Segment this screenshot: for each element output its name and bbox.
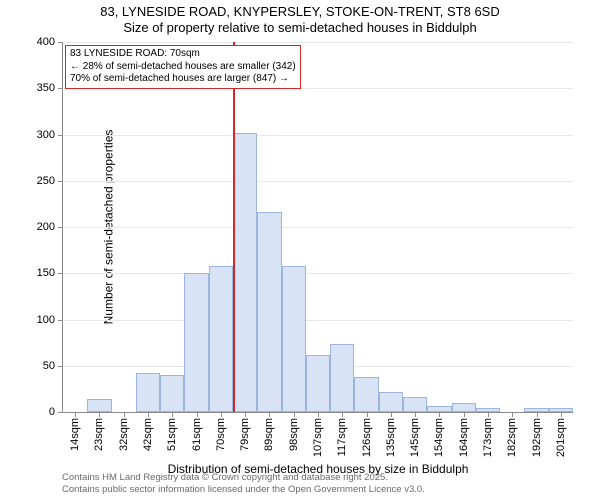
chart-title: 83, LYNESIDE ROAD, KNYPERSLEY, STOKE-ON-… (0, 0, 600, 37)
x-tick-label: 42sqm (142, 418, 154, 451)
x-tick-label: 154sqm (433, 418, 445, 457)
x-tick-label: 98sqm (288, 418, 300, 451)
x-tick (172, 412, 173, 417)
x-tick-label: 173sqm (482, 418, 494, 457)
x-tick-label: 79sqm (239, 418, 251, 451)
y-tick-label: 400 (37, 36, 63, 48)
histogram-bar (257, 212, 281, 412)
x-tick-label: 201sqm (555, 418, 567, 457)
x-tick (488, 412, 489, 417)
y-tick-label: 350 (37, 82, 63, 94)
x-tick (294, 412, 295, 417)
x-tick-label: 51sqm (166, 418, 178, 451)
footer-line-1: Contains HM Land Registry data © Crown c… (62, 472, 425, 484)
histogram-bar (452, 403, 476, 412)
histogram-bar (160, 375, 184, 412)
x-tick-label: 126sqm (361, 418, 373, 457)
y-tick-label: 150 (37, 267, 63, 279)
histogram-bar (403, 397, 427, 412)
x-tick (75, 412, 76, 417)
x-tick (124, 412, 125, 417)
callout-line-3: 70% of semi-detached houses are larger (… (70, 73, 296, 86)
y-tick-label: 0 (49, 406, 63, 418)
x-tick (221, 412, 222, 417)
y-tick-label: 50 (43, 360, 63, 372)
x-tick-label: 107sqm (312, 418, 324, 457)
x-tick-label: 61sqm (191, 418, 203, 451)
histogram-bar (379, 392, 403, 412)
x-tick (148, 412, 149, 417)
x-tick-label: 182sqm (506, 418, 518, 457)
x-tick (537, 412, 538, 417)
x-tick-label: 89sqm (263, 418, 275, 451)
footer: Contains HM Land Registry data © Crown c… (62, 472, 425, 496)
histogram-bar (209, 266, 233, 412)
histogram-bar (136, 373, 160, 412)
y-tick-label: 250 (37, 175, 63, 187)
gridline-h (63, 135, 573, 136)
x-tick-label: 14sqm (69, 418, 81, 451)
marker-line (233, 42, 235, 412)
x-tick (439, 412, 440, 417)
gridline-h (63, 42, 573, 43)
gridline-h (63, 227, 573, 228)
x-tick (269, 412, 270, 417)
x-tick (464, 412, 465, 417)
title-line-1: 83, LYNESIDE ROAD, KNYPERSLEY, STOKE-ON-… (0, 4, 600, 20)
gridline-h (63, 320, 573, 321)
x-tick (318, 412, 319, 417)
footer-line-2: Contains public sector information licen… (62, 484, 425, 496)
x-tick (561, 412, 562, 417)
y-tick-label: 200 (37, 221, 63, 233)
histogram-bar (184, 273, 208, 412)
x-tick-label: 23sqm (93, 418, 105, 451)
histogram-bar (330, 344, 354, 412)
x-tick (342, 412, 343, 417)
callout-line-1: 83 LYNESIDE ROAD: 70sqm (70, 48, 296, 61)
x-tick (197, 412, 198, 417)
plot-area: Number of semi-detached properties Distr… (62, 42, 573, 413)
gridline-h (63, 273, 573, 274)
chart-container: 83, LYNESIDE ROAD, KNYPERSLEY, STOKE-ON-… (0, 0, 600, 500)
title-line-2: Size of property relative to semi-detach… (0, 20, 600, 36)
marker-callout: 83 LYNESIDE ROAD: 70sqm ← 28% of semi-de… (65, 45, 301, 89)
x-tick-label: 192sqm (531, 418, 543, 457)
x-tick (415, 412, 416, 417)
histogram-bar (306, 355, 330, 412)
histogram-bar (282, 266, 306, 412)
histogram-bar (354, 377, 378, 412)
x-tick-label: 135sqm (385, 418, 397, 457)
histogram-bar (233, 133, 257, 412)
x-tick-label: 32sqm (118, 418, 130, 451)
y-tick-label: 300 (37, 129, 63, 141)
x-tick (391, 412, 392, 417)
x-tick (512, 412, 513, 417)
gridline-h (63, 181, 573, 182)
y-tick-label: 100 (37, 314, 63, 326)
x-tick-label: 117sqm (336, 418, 348, 456)
x-tick-label: 145sqm (409, 418, 421, 457)
x-tick-label: 164sqm (458, 418, 470, 457)
x-tick (99, 412, 100, 417)
histogram-bar (87, 399, 111, 412)
callout-line-2: ← 28% of semi-detached houses are smalle… (70, 61, 296, 74)
x-tick (245, 412, 246, 417)
x-tick-label: 70sqm (215, 418, 227, 451)
x-tick (367, 412, 368, 417)
